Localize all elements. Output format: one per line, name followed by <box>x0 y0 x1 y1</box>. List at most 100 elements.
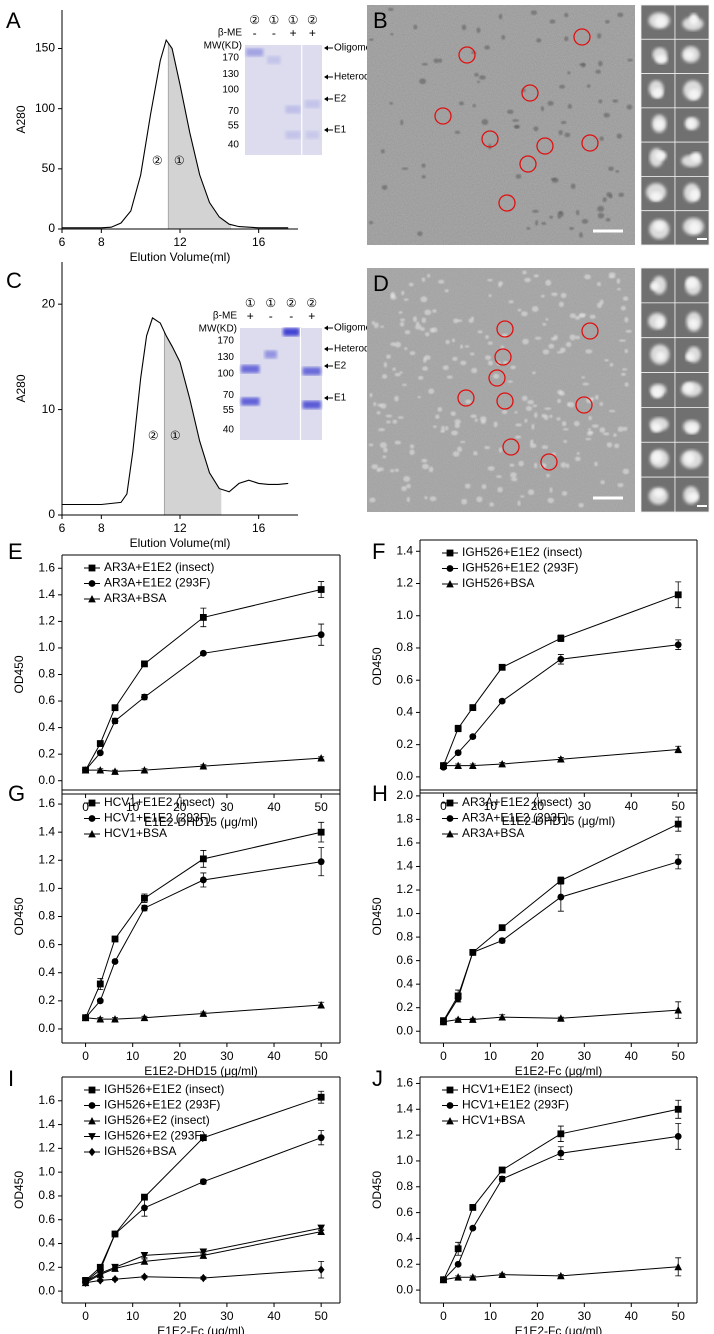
marker <box>469 704 477 711</box>
particle <box>438 279 445 284</box>
class-blob <box>688 318 699 329</box>
marker <box>469 761 477 770</box>
marker <box>96 1015 105 1023</box>
particle <box>596 282 602 287</box>
x-tick-label: 0 <box>82 1309 89 1323</box>
particle <box>545 318 549 321</box>
class-blob <box>651 451 663 464</box>
x-tick-label: 40 <box>625 1309 639 1323</box>
marker <box>317 754 325 762</box>
series-line <box>85 757 322 772</box>
marker <box>674 1105 682 1113</box>
marker <box>88 595 96 603</box>
particle <box>404 347 408 351</box>
particle <box>531 423 535 430</box>
marker <box>317 1093 325 1101</box>
y-axis-label: OD450 <box>12 897 26 935</box>
gel-band <box>305 130 320 139</box>
marker <box>498 937 506 945</box>
marker <box>141 1272 148 1282</box>
y-tick-label: 1.2 <box>38 1141 55 1155</box>
particle <box>418 375 424 380</box>
particle <box>618 339 626 342</box>
particle <box>508 300 514 304</box>
series-line <box>443 861 679 1023</box>
particle <box>588 428 592 431</box>
legend-label: HCV1+E1E2 (293F) <box>462 1098 569 1112</box>
class-blob <box>651 386 663 399</box>
gel-band <box>267 56 281 64</box>
marker <box>469 1204 477 1211</box>
highlight-circle <box>573 28 591 46</box>
particle <box>558 130 563 136</box>
particle <box>390 32 394 36</box>
class-blob <box>688 89 700 100</box>
lane-label: ① <box>265 296 276 310</box>
particle <box>421 62 428 66</box>
marker <box>674 858 682 866</box>
particle <box>511 477 518 482</box>
particle <box>541 445 549 450</box>
elution-curve <box>62 317 289 506</box>
x-tick-label: 20 <box>173 1309 187 1323</box>
class-average <box>640 372 676 408</box>
particle <box>453 318 459 324</box>
particle <box>476 27 481 34</box>
particle <box>400 119 404 126</box>
reducing-sign: + <box>290 26 297 40</box>
y-tick-label: 0.6 <box>38 693 55 707</box>
particle <box>540 294 545 298</box>
reducing-sign: - <box>272 26 276 40</box>
x-tick-label: 20 <box>531 1049 545 1063</box>
particle <box>421 458 428 463</box>
particle <box>481 119 489 125</box>
marker <box>498 1013 506 1021</box>
mw-marker: 100 <box>217 368 234 379</box>
x-tick-label: 30 <box>220 1049 234 1063</box>
y-tick-label: 0.2 <box>396 1000 413 1014</box>
marker <box>557 655 565 663</box>
x-tick-label: 0 <box>82 800 89 814</box>
particle <box>369 497 376 503</box>
particle <box>429 327 435 333</box>
particle <box>589 314 596 319</box>
marker <box>88 799 96 807</box>
legend-label: AR3A+E1E2 (insect) <box>462 795 572 809</box>
particle <box>624 382 629 387</box>
legend-label: AR3A+BSA <box>104 591 166 605</box>
band-label: Oligomer <box>334 323 375 334</box>
particle <box>579 232 583 238</box>
marker <box>199 855 207 863</box>
particle <box>424 309 432 316</box>
particle <box>614 443 620 449</box>
particle <box>427 273 431 278</box>
marker <box>446 565 454 572</box>
x-tick-label: 10 <box>126 800 140 814</box>
y-tick-label: 1.4 <box>396 859 413 873</box>
particle <box>566 463 570 469</box>
particle <box>527 399 535 405</box>
particle <box>383 447 388 453</box>
band-label: E2 <box>334 361 347 372</box>
particle <box>625 329 632 333</box>
legend-label: AR3A+E1E2 (293F) <box>462 811 568 825</box>
particle <box>412 316 418 323</box>
particle <box>421 163 426 168</box>
series-line <box>85 1137 322 1282</box>
panel-letter: B <box>373 8 388 33</box>
mw-marker: 130 <box>217 352 234 363</box>
x-tick-label: 30 <box>578 1309 592 1323</box>
particle <box>371 464 379 470</box>
mw-marker: 100 <box>222 85 239 96</box>
marker <box>498 1270 506 1278</box>
particle <box>390 291 396 298</box>
particle <box>561 421 567 427</box>
particle <box>373 322 379 329</box>
particle <box>476 496 483 503</box>
particle <box>546 473 550 478</box>
particle <box>381 374 388 379</box>
y-tick-label: 0.6 <box>396 953 413 967</box>
marker <box>111 958 119 965</box>
particle <box>401 383 407 387</box>
marker <box>199 1273 207 1283</box>
